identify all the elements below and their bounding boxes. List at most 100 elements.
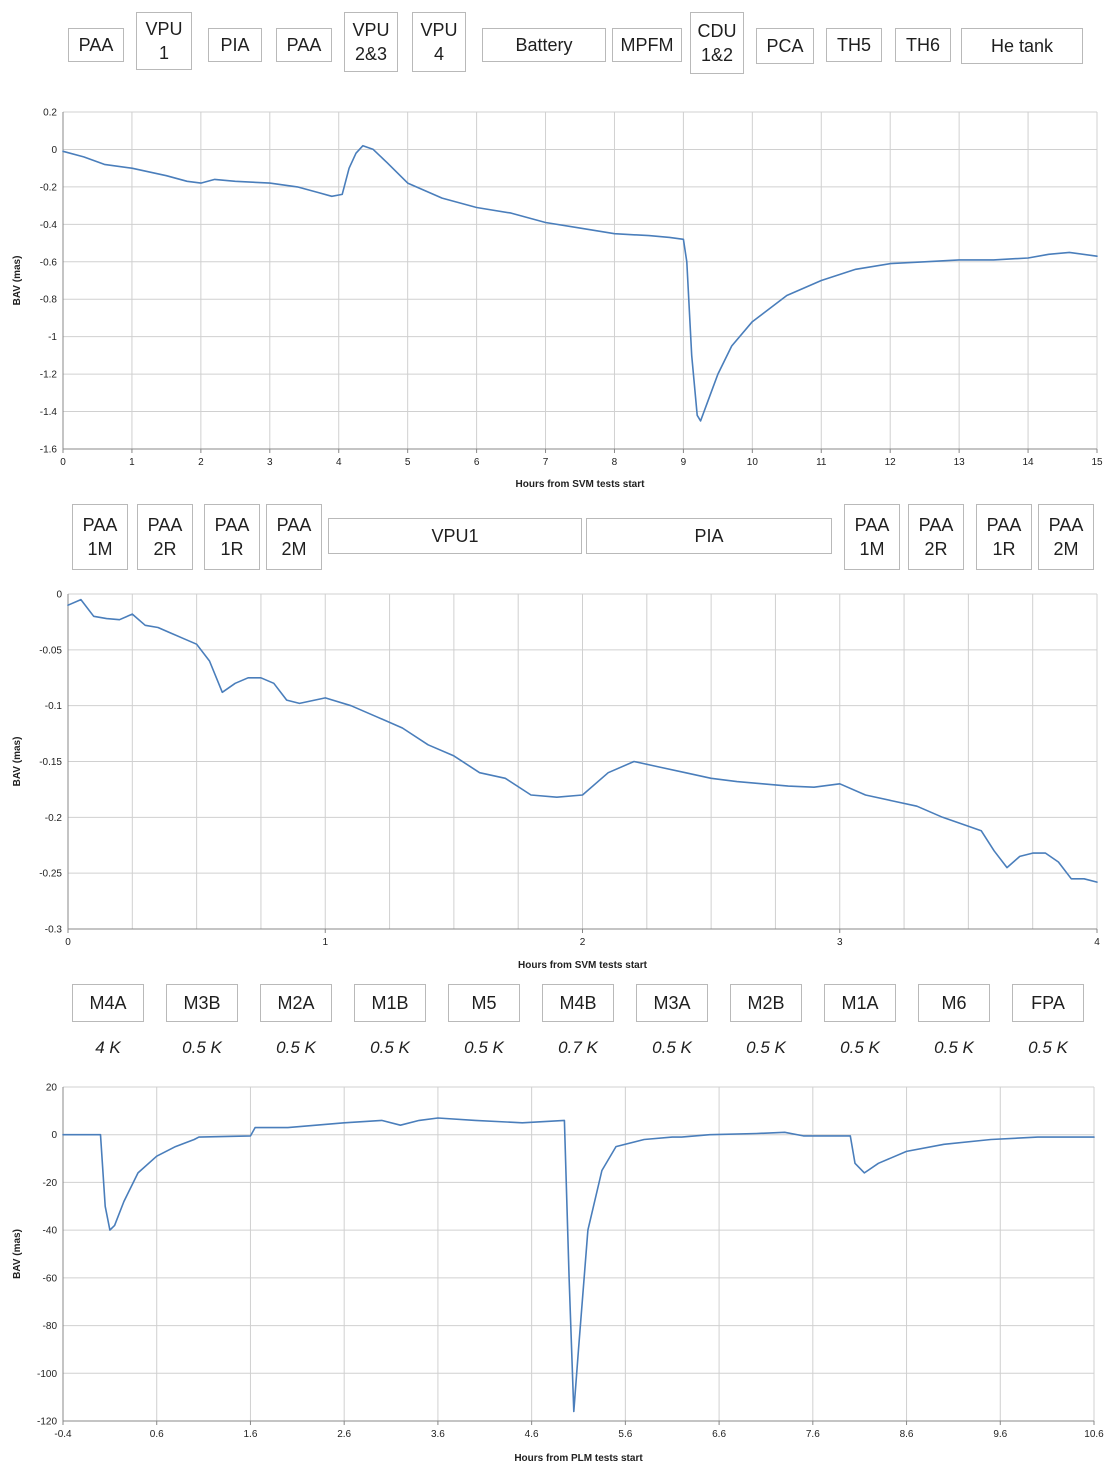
component-label-text: VPU (352, 20, 390, 40)
x-tick-label: 3 (267, 457, 273, 468)
component-label-box: M3B (166, 984, 238, 1022)
component-labels-3: M4A 4 K M3B 0.5 K M2A 0.5 K M1B 0.5 K M5 0.5 K M4B… (0, 972, 1105, 1465)
x-tick-label: 1 (129, 457, 135, 468)
x-tick-label: 5 (405, 457, 411, 468)
x-tick-label: 1 (322, 937, 328, 948)
y-tick-label: -1.4 (40, 407, 58, 418)
component-label-box: PIA (208, 28, 262, 62)
component-label-text: M4A (89, 993, 127, 1013)
component-label-text: FPA (1031, 993, 1065, 1013)
component-label-box: PIA (586, 518, 832, 554)
temperature-label: 0.7 K (558, 1038, 598, 1057)
component-label-text: PAA (147, 515, 183, 535)
component-label-text: M2B (747, 993, 785, 1013)
component-label-text: 2R (153, 539, 177, 559)
y-tick-label: -0.05 (39, 645, 62, 656)
component-label-text: M5 (471, 993, 497, 1013)
component-label-text: PAA (82, 515, 118, 535)
component-label-text: VPU (420, 20, 458, 40)
component-label-box: PAA (68, 28, 124, 62)
component-label-box: M1A (824, 984, 896, 1022)
component-label-text: PAA (986, 515, 1022, 535)
x-axis-title: Hours from SVM tests start (516, 479, 646, 490)
y-tick-label: -40 (43, 1226, 58, 1237)
component-label-text: PAA (286, 35, 322, 55)
x-axis-title: Hours from PLM tests start (514, 1453, 643, 1464)
x-tick-label: 2 (198, 457, 204, 468)
chart-panel-2: PAA 1M PAA 2R PAA 1R PAA 2M VPU1 PIA PAA 1M PAA 2R PAA… (0, 492, 1105, 972)
x-tick-label: 5.6 (618, 1429, 632, 1440)
y-tick-label: 0 (51, 1130, 57, 1141)
component-label-text: PIA (694, 526, 724, 546)
y-tick-label: -0.25 (39, 869, 62, 880)
component-label-text: 4 (433, 44, 444, 64)
x-tick-label: 11 (816, 457, 827, 468)
component-label-text: 1R (992, 539, 1016, 559)
component-label-box: VPU1 (328, 518, 582, 554)
x-tick-label: 10.6 (1084, 1429, 1104, 1440)
component-label-text: PAA (214, 515, 250, 535)
temperature-label: 0.5 K (370, 1038, 410, 1057)
y-tick-label: -0.15 (39, 757, 62, 768)
component-label-text: 2&3 (354, 44, 388, 64)
component-label-text: He tank (990, 36, 1054, 56)
x-axis-title: Hours from SVM tests start (518, 960, 648, 971)
temperature-label: 0.5 K (652, 1038, 692, 1057)
component-label-text: 2R (924, 539, 948, 559)
component-label-text: VPU1 (431, 526, 479, 546)
y-tick-label: 0 (51, 145, 57, 156)
x-tick-label: 0 (60, 457, 66, 468)
y-tick-label: -100 (37, 1369, 57, 1380)
y-axis-title: BAV (mas) (12, 737, 23, 787)
y-tick-label: -0.4 (40, 220, 58, 231)
component-label-box: PAA 2R (137, 504, 193, 570)
component-label-box: TH5 (826, 28, 882, 62)
bav-series-line (62, 144, 1098, 422)
component-label-text: M6 (941, 993, 967, 1013)
component-label-text: 1R (220, 539, 244, 559)
x-tick-label: 10 (747, 457, 759, 468)
y-tick-label: -0.8 (40, 295, 58, 306)
component-label-text: M3B (183, 993, 221, 1013)
component-label-box: PAA 1M (844, 504, 900, 570)
y-tick-label: -60 (43, 1273, 58, 1284)
y-tick-label: -80 (43, 1321, 58, 1332)
component-label-text: PAA (276, 515, 312, 535)
bav-chart-plm: 20 0 -20 -40 -60 -80 -100 -120-0.4 0.6 1.6 2.6 3.6 4… (12, 1083, 1104, 1465)
component-label-text: 2M (281, 539, 307, 559)
x-tick-label: 6 (474, 457, 480, 468)
component-label-box: M5 (448, 984, 520, 1022)
component-label-box: PAA 2M (266, 504, 322, 570)
component-label-box: M4B (542, 984, 614, 1022)
component-label-text: 1M (859, 539, 885, 559)
component-label-box: CDU 1&2 (690, 12, 744, 74)
x-tick-label: 15 (1091, 457, 1103, 468)
component-label-text: MPFM (620, 35, 674, 55)
component-label-box: VPU 2&3 (344, 12, 398, 72)
x-tick-label: 3.6 (431, 1429, 445, 1440)
component-label-text: 1M (87, 539, 113, 559)
x-tick-label: 6.6 (712, 1429, 726, 1440)
y-tick-label: -0.3 (45, 925, 63, 936)
component-label-text: Battery (515, 35, 573, 55)
y-tick-label: -120 (37, 1417, 57, 1428)
chart-panel-3: M4A 4 K M3B 0.5 K M2A 0.5 K M1B 0.5 K M5 0.5 K M4B… (0, 972, 1105, 1465)
component-label-text: M2A (277, 993, 315, 1013)
x-tick-label: 14 (1023, 457, 1035, 468)
temperature-label: 0.5 K (276, 1038, 316, 1057)
component-label-box: M1B (354, 984, 426, 1022)
component-label-text: TH5 (836, 35, 871, 55)
component-label-text: PAA (918, 515, 954, 535)
y-tick-label: 0.2 (43, 108, 57, 119)
component-label-box: PCA (756, 28, 814, 64)
component-label-box: FPA (1012, 984, 1084, 1022)
component-label-box: PAA 1R (976, 504, 1032, 570)
x-tick-label: 4 (336, 457, 342, 468)
component-label-box: Battery (482, 28, 606, 62)
x-tick-label: 9 (681, 457, 687, 468)
x-tick-label: 0 (65, 937, 71, 948)
bav-series-line (67, 598, 1098, 883)
component-label-box: M4A (72, 984, 144, 1022)
y-axis-title: BAV (mas) (12, 1229, 23, 1279)
